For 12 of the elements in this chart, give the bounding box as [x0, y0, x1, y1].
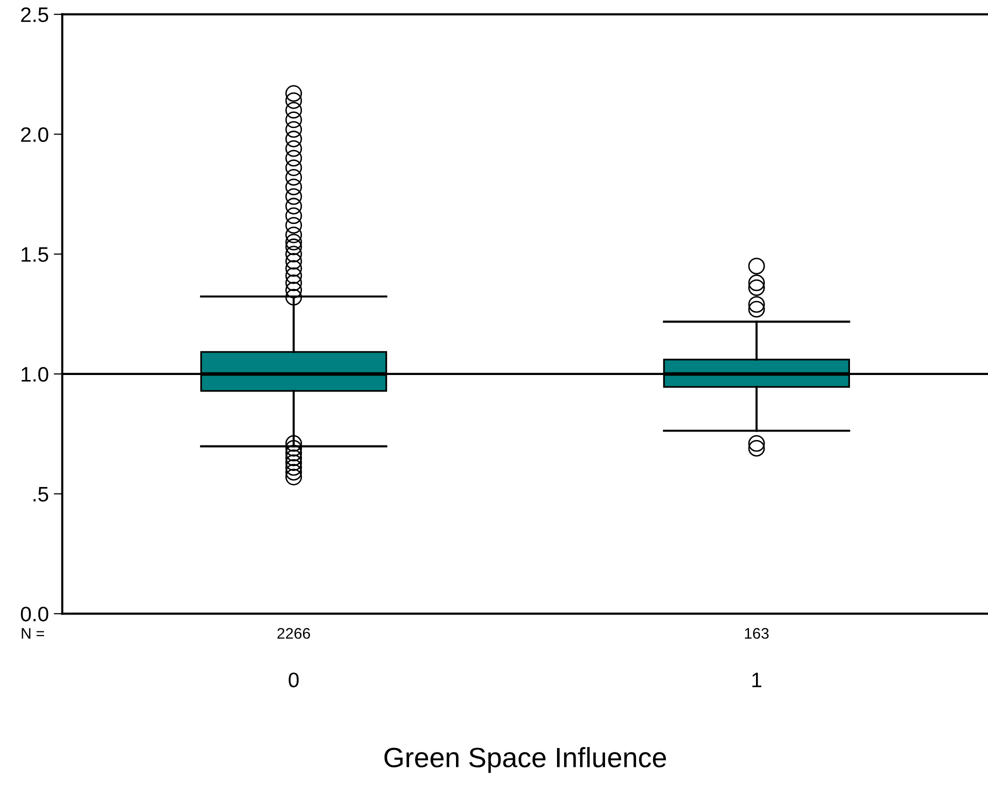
text: N =	[22, 628, 44, 639]
y-tick-label: 2.5	[21, 7, 48, 22]
y-tick-label: .5	[34, 487, 48, 502]
y-tick-label: 1.5	[22, 247, 48, 262]
x-tick-label: 1	[752, 672, 762, 688]
text: 163	[744, 628, 769, 639]
text: 2266	[277, 628, 310, 639]
x-tick-label: 0	[288, 672, 299, 688]
y-tick-label: 0.0	[20, 606, 48, 622]
y-tick-label: 1.0	[22, 366, 48, 382]
y-tick-label: 2.0	[21, 127, 48, 142]
x-axis-title: Green Space Influence	[384, 747, 666, 773]
